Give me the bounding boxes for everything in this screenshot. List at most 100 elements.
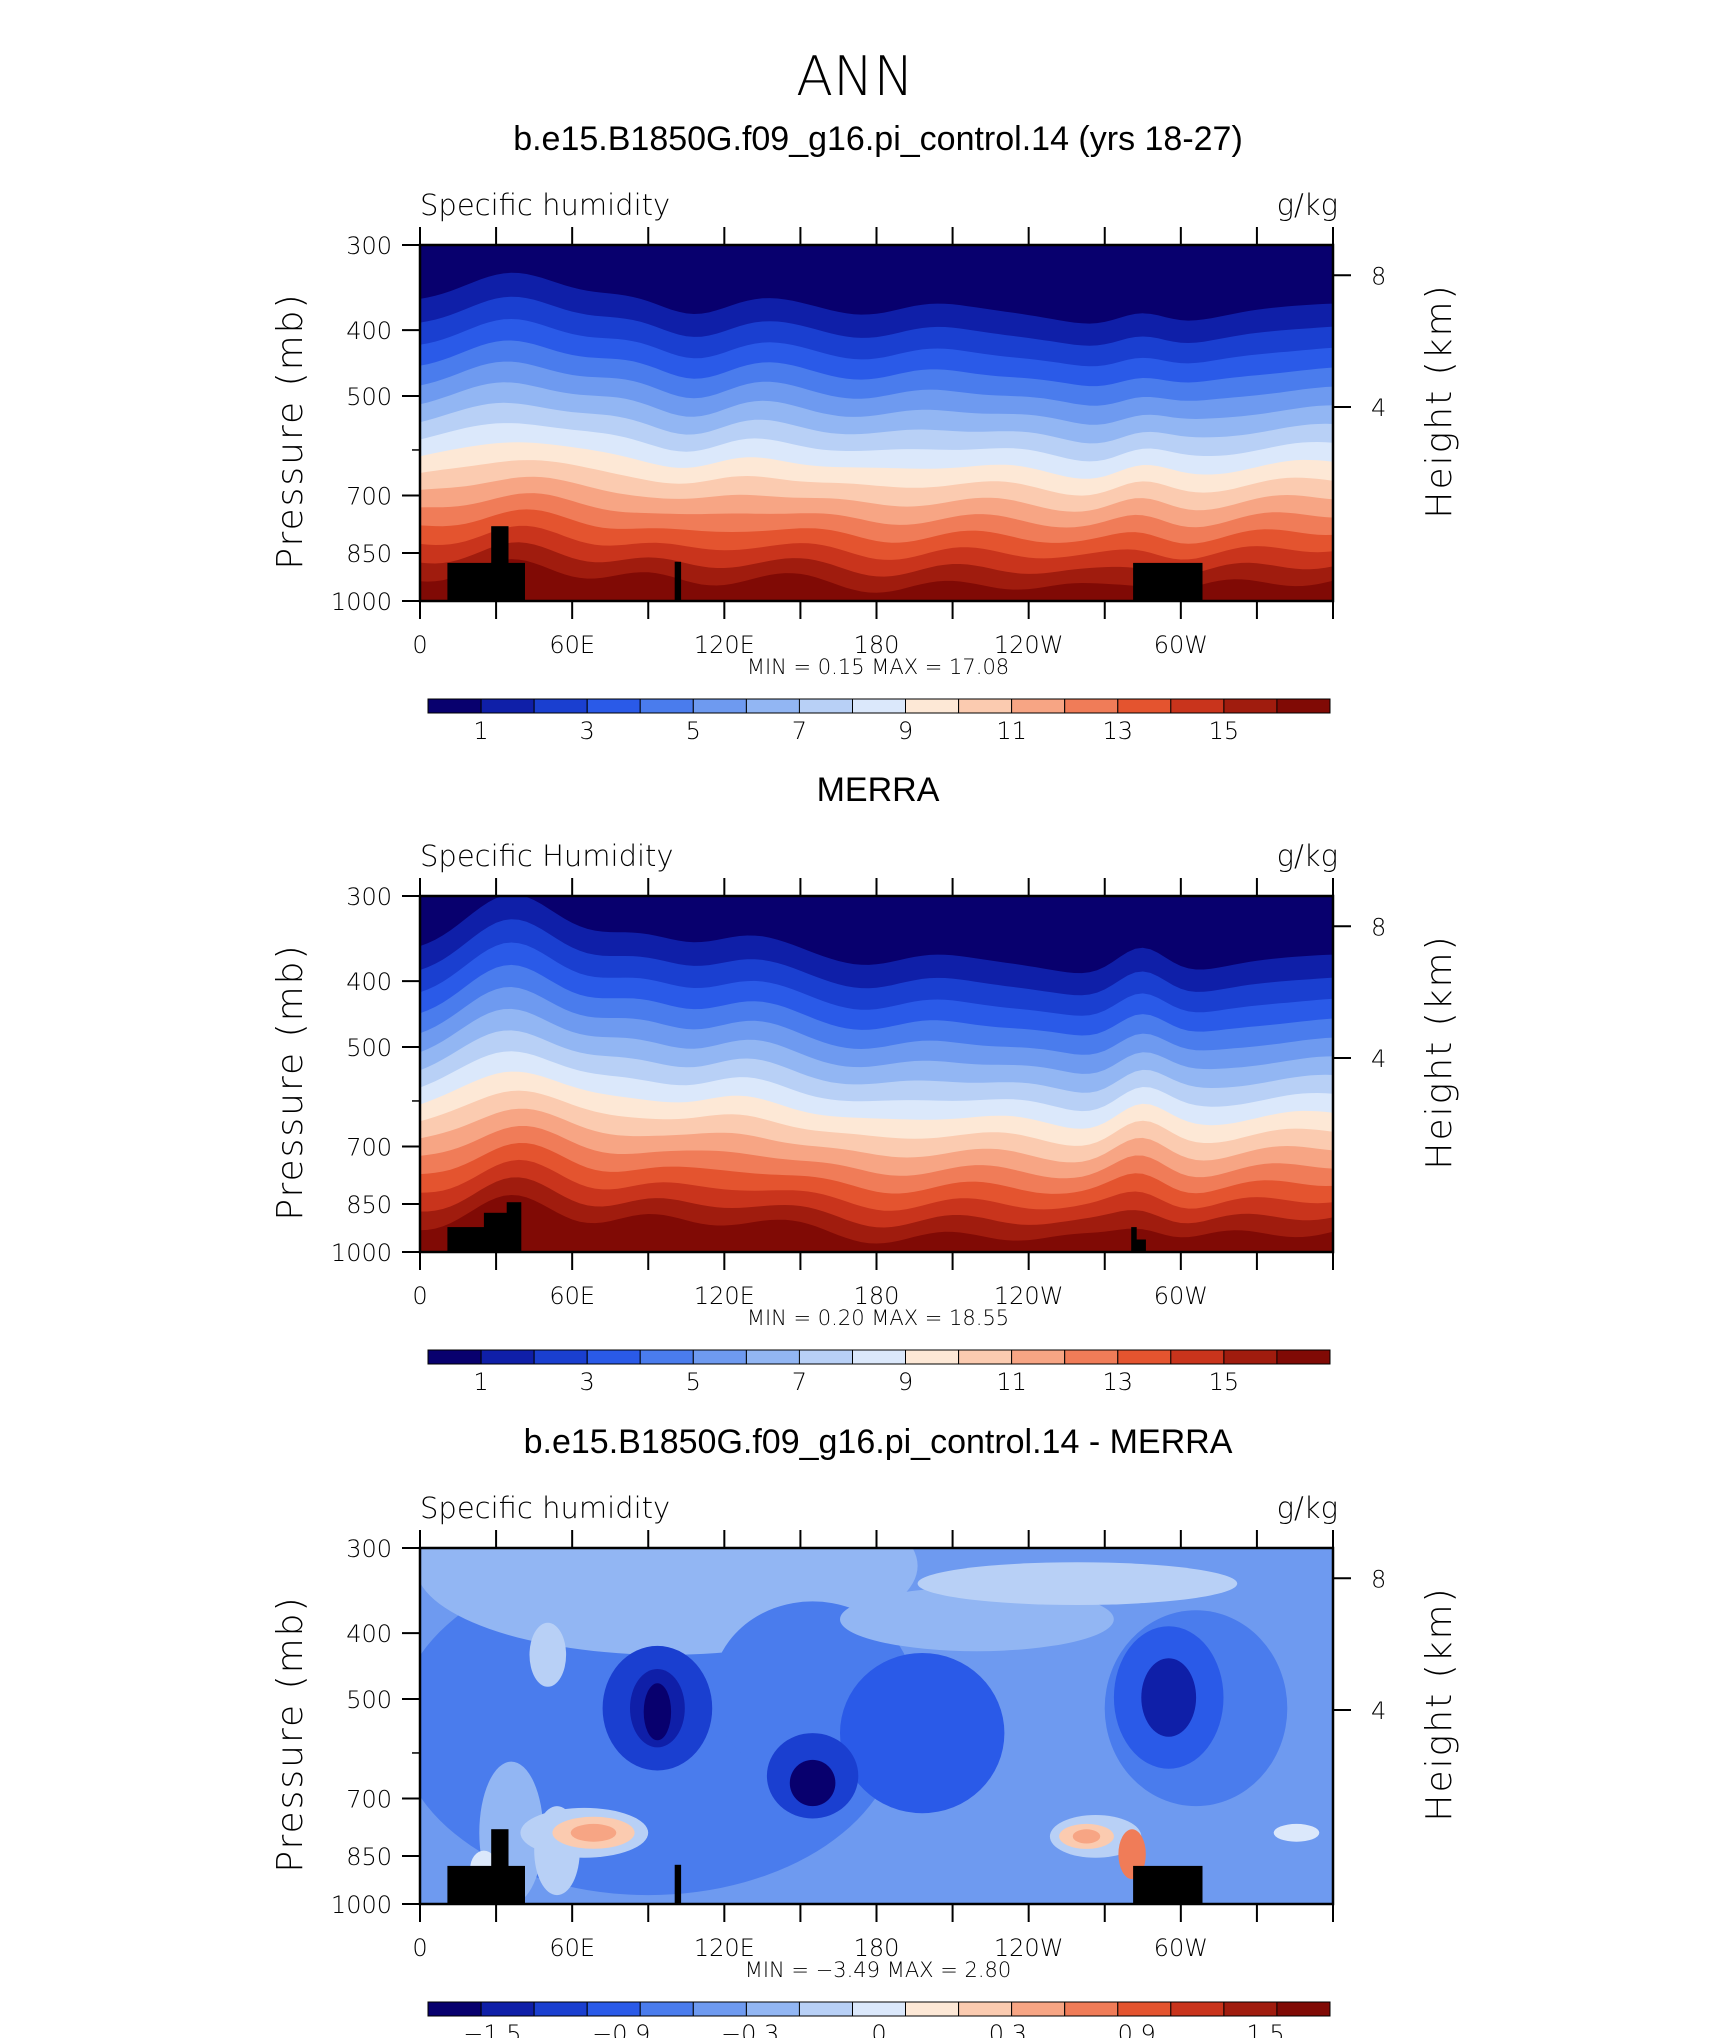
colorbar-swatch xyxy=(958,2001,1013,2017)
x-tick-label: 60W xyxy=(1154,631,1208,659)
colorbar-swatch xyxy=(692,2001,747,2017)
y-tick-label: 1000 xyxy=(331,1891,392,1919)
colorbar-swatch xyxy=(1223,698,1278,714)
y-tick-label: 850 xyxy=(346,1191,392,1219)
units-label: g/kg xyxy=(1277,1491,1338,1525)
colorbar-swatch xyxy=(1276,2001,1331,2017)
colorbar-swatch xyxy=(639,2001,694,2017)
contour-field xyxy=(420,245,1333,601)
height-tick-label: 8 xyxy=(1371,913,1386,941)
x-tick-label: 120E xyxy=(694,1282,755,1310)
colorbar-label: 3 xyxy=(580,717,595,745)
colorbar-swatch xyxy=(852,698,907,714)
figure-title: ANN xyxy=(796,45,914,108)
contour-region xyxy=(840,1653,1005,1814)
min-max-stats: MIN = 0.15 MAX = 17.08 xyxy=(747,655,1009,679)
height-tick-label: 4 xyxy=(1371,394,1386,422)
topography-mask xyxy=(1133,1865,1203,1904)
colorbar-swatch xyxy=(639,1349,694,1365)
colorbar-swatch xyxy=(958,1349,1013,1365)
colorbar-swatch xyxy=(958,698,1013,714)
min-max-stats: MIN = 0.20 MAX = 18.55 xyxy=(747,1306,1009,1330)
colorbar-swatch xyxy=(1011,698,1066,714)
contour-region xyxy=(789,1759,836,1807)
topography-mask xyxy=(447,1865,525,1904)
colorbar-swatch xyxy=(745,2001,801,2017)
colorbar-swatch xyxy=(798,2001,854,2017)
colorbar-label: 11 xyxy=(996,1368,1027,1396)
colorbar-swatch xyxy=(427,2001,482,2017)
colorbar-swatch xyxy=(427,698,482,714)
y-axis-right-title: Height (km) xyxy=(1419,283,1460,518)
colorbar-swatch xyxy=(480,2001,535,2017)
height-tick-label: 8 xyxy=(1371,262,1386,290)
contour-region xyxy=(1141,1658,1197,1737)
colorbar-label: 13 xyxy=(1102,717,1133,745)
colorbar-swatch xyxy=(427,1349,482,1365)
topography-mask xyxy=(506,1202,522,1252)
colorbar-swatch xyxy=(798,698,854,714)
colorbar-label: 9 xyxy=(898,717,913,745)
y-tick-label: 700 xyxy=(346,1786,392,1814)
panel-1: b.e15.B1850G.f09_g16.pi_control.14 (yrs … xyxy=(270,120,1460,745)
colorbar-label: −0.3 xyxy=(721,2020,779,2038)
x-tick-label: 0 xyxy=(412,631,427,659)
colorbar-swatch xyxy=(1170,2001,1225,2017)
topography-mask xyxy=(674,561,682,601)
contour-band xyxy=(420,245,1333,324)
colorbar-label: 15 xyxy=(1209,1368,1240,1396)
contour-region xyxy=(529,1622,567,1687)
y-axis-title: Pressure (mb) xyxy=(270,1595,311,1872)
x-tick-label: 120E xyxy=(694,631,755,659)
colorbar-swatch xyxy=(1117,698,1172,714)
colorbar-label: 9 xyxy=(898,1368,913,1396)
colorbar-swatch xyxy=(852,1349,907,1365)
colorbar-swatch xyxy=(1223,1349,1278,1365)
colorbar-swatch xyxy=(1011,2001,1066,2017)
y-tick-label: 400 xyxy=(346,1620,392,1648)
x-tick-label: 120W xyxy=(994,1282,1064,1310)
colorbar-label: −0.9 xyxy=(592,2020,650,2038)
y-tick-label: 300 xyxy=(346,232,392,260)
colorbar-swatch xyxy=(692,698,747,714)
x-tick-label: 60E xyxy=(549,1282,595,1310)
colorbar-swatch xyxy=(852,2001,907,2017)
colorbar-swatch xyxy=(745,1349,801,1365)
colorbar-swatch xyxy=(1117,2001,1172,2017)
colorbar-label: 0 xyxy=(871,2020,886,2038)
x-tick-label: 60E xyxy=(549,1934,595,1962)
x-tick-label: 120W xyxy=(994,1934,1064,1962)
y-tick-label: 850 xyxy=(346,540,392,568)
topography-mask xyxy=(491,526,509,601)
colorbar-swatch xyxy=(480,1349,535,1365)
y-tick-label: 300 xyxy=(346,1535,392,1563)
units-label: g/kg xyxy=(1277,188,1338,222)
colorbar-swatch xyxy=(639,698,694,714)
colorbar-label: 13 xyxy=(1102,1368,1133,1396)
colorbar-swatch xyxy=(1223,2001,1278,2017)
y-tick-label: 400 xyxy=(346,968,392,996)
variable-label: Specific Humidity xyxy=(420,839,674,873)
x-tick-label: 120W xyxy=(994,631,1064,659)
colorbar-swatch xyxy=(798,1349,854,1365)
contour-region xyxy=(1273,1823,1320,1842)
colorbar-label: 0.3 xyxy=(989,2020,1027,2038)
colorbar-swatch xyxy=(586,1349,641,1365)
colorbar-label: 3 xyxy=(580,1368,595,1396)
colorbar-swatch xyxy=(586,698,641,714)
colorbar-label: 0.9 xyxy=(1118,2020,1156,2038)
colorbar-swatch xyxy=(905,698,960,714)
colorbar-swatch xyxy=(586,2001,641,2017)
colorbar-label: −1.5 xyxy=(463,2020,521,2038)
topography-mask xyxy=(1133,1239,1146,1252)
y-axis-right-title: Height (km) xyxy=(1419,1586,1460,1821)
panel-3: b.e15.B1850G.f09_g16.pi_control.14 - MER… xyxy=(270,1423,1460,2038)
y-tick-label: 1000 xyxy=(331,588,392,616)
topography-mask xyxy=(674,1864,682,1904)
colorbar-swatch xyxy=(1064,698,1119,714)
colorbar-swatch xyxy=(1117,1349,1172,1365)
panel-title: b.e15.B1850G.f09_g16.pi_control.14 - MER… xyxy=(524,1423,1233,1461)
y-tick-label: 700 xyxy=(346,483,392,511)
